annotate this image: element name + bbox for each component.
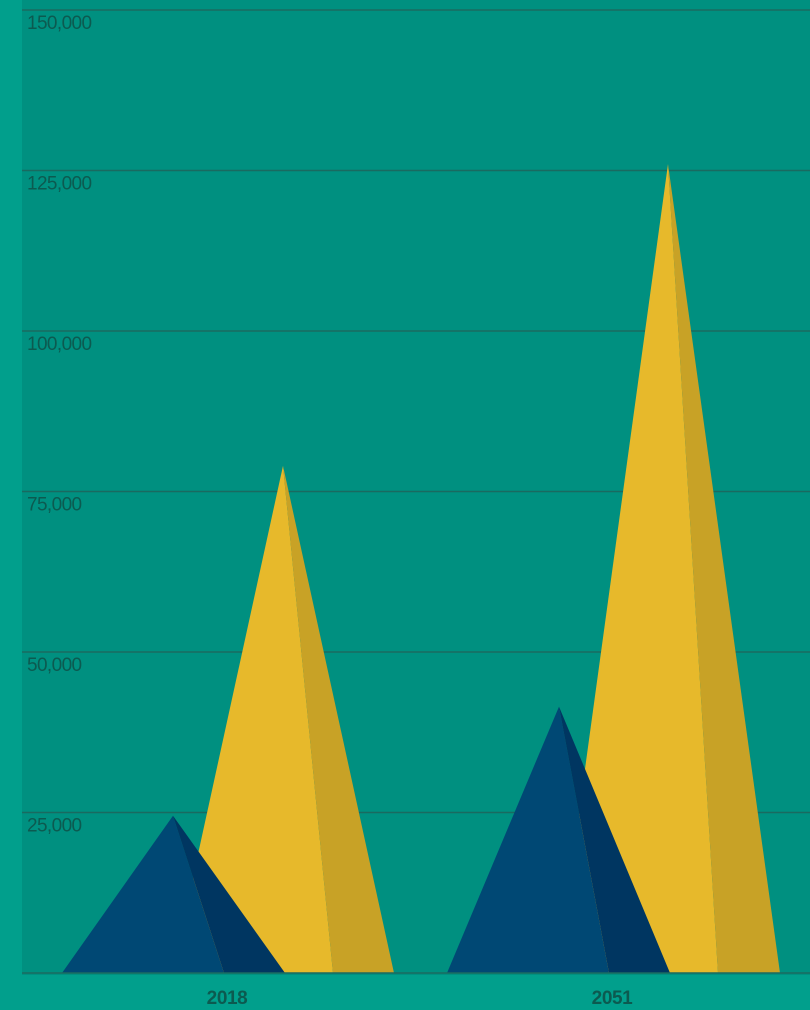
pyramid-marks xyxy=(62,164,780,973)
pyramid-front-face xyxy=(447,706,609,973)
pyramid-mark xyxy=(557,164,780,973)
y-axis-tick-labels: 25,000 50,000 75,000 100,000 125,000 150,000 xyxy=(27,13,92,837)
y-tick-label: 25,000 xyxy=(27,816,82,837)
y-tick-label: 100,000 xyxy=(27,334,92,355)
y-tick-label: 125,000 xyxy=(27,174,92,195)
gridlines xyxy=(22,9,810,814)
left-edge-strip xyxy=(0,0,22,1010)
y-tick-label: 150,000 xyxy=(27,13,92,34)
y-tick-label: 50,000 xyxy=(27,655,82,676)
pyramid-mark xyxy=(62,815,285,973)
x-category-label: 2018 xyxy=(207,988,248,1009)
pyramid-front-face xyxy=(172,465,333,973)
pyramid-front-face xyxy=(62,815,224,973)
pyramid-side-face xyxy=(173,815,285,973)
pyramid-side-face xyxy=(668,164,780,973)
pyramid-side-face xyxy=(559,706,670,973)
pyramid-mark xyxy=(172,465,394,973)
y-tick-label: 75,000 xyxy=(27,495,82,516)
pyramid-mark xyxy=(447,706,670,973)
pyramid-front-face xyxy=(557,164,718,973)
bottom-strip xyxy=(22,975,810,1010)
x-axis-category-labels: 2018 2051 xyxy=(207,988,634,1009)
x-category-label: 2051 xyxy=(592,988,634,1009)
pyramid-side-face xyxy=(283,465,394,973)
